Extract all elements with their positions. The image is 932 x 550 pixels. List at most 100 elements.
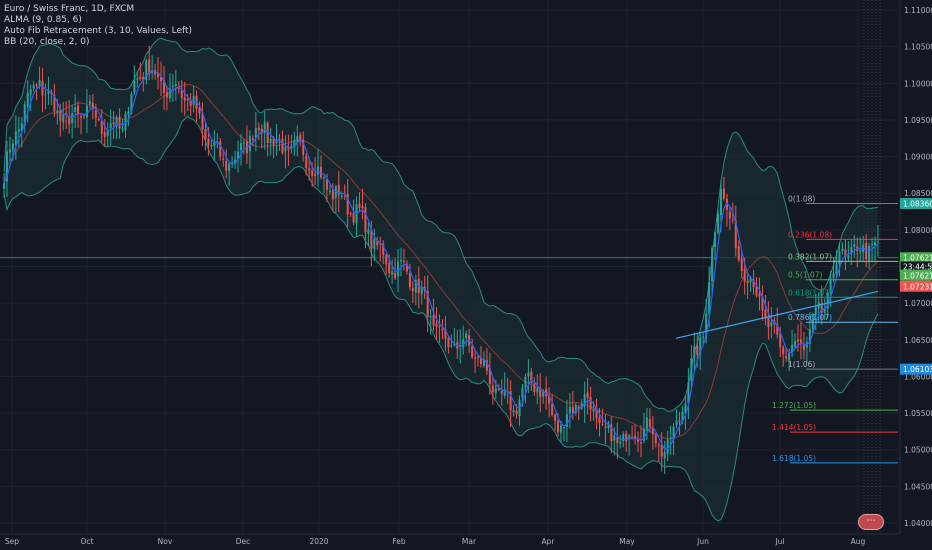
fib-legend[interactable]: Auto Fib Retracement (3, 10, Values, Lef… bbox=[4, 26, 193, 36]
candle-body bbox=[355, 204, 358, 224]
candle-body bbox=[391, 271, 394, 275]
candle-body bbox=[287, 147, 290, 150]
candle-body bbox=[782, 347, 785, 355]
candle-body bbox=[708, 282, 711, 315]
candle-body bbox=[352, 213, 355, 223]
candle-body bbox=[598, 417, 601, 424]
fib-level-label: 0.618(1.07) bbox=[788, 288, 832, 297]
more-badge[interactable]: ⋯ bbox=[858, 514, 884, 530]
price-tick-label: 1.05000 bbox=[904, 446, 932, 455]
candle-body bbox=[145, 60, 148, 81]
candle-body bbox=[242, 142, 245, 144]
candle-body bbox=[411, 288, 414, 292]
candle-body bbox=[497, 388, 500, 390]
candle-body bbox=[527, 372, 530, 377]
candle-body bbox=[124, 113, 127, 131]
candle-body bbox=[263, 122, 266, 133]
candle-body bbox=[80, 116, 83, 118]
alma-legend[interactable]: ALMA (9, 0.85, 6) bbox=[4, 15, 82, 25]
candle-body bbox=[820, 302, 823, 313]
candle-body bbox=[601, 423, 604, 425]
candle-body bbox=[157, 72, 160, 78]
candle-body bbox=[388, 262, 391, 273]
candle-body bbox=[868, 245, 871, 261]
candle-body bbox=[657, 444, 660, 446]
candle-body bbox=[672, 426, 675, 440]
candle-body bbox=[471, 346, 474, 358]
candle-body bbox=[562, 426, 565, 428]
candle-body bbox=[503, 389, 506, 396]
fib-level-label: 0.786(1.07) bbox=[788, 313, 832, 322]
candle-body bbox=[127, 111, 130, 115]
candle-body bbox=[512, 410, 515, 413]
candle-body bbox=[85, 105, 88, 118]
candle-body bbox=[554, 414, 557, 421]
candle-body bbox=[785, 356, 788, 359]
candle-body bbox=[734, 220, 737, 249]
candle-body bbox=[524, 377, 527, 388]
candle-body bbox=[604, 426, 607, 428]
candle-body bbox=[260, 128, 263, 134]
time-tick-label: 2020 bbox=[309, 537, 328, 546]
candle-body bbox=[94, 110, 97, 118]
candle-body bbox=[770, 321, 773, 326]
candle-body bbox=[797, 339, 800, 342]
candle-body bbox=[829, 278, 832, 293]
candle-body bbox=[17, 129, 20, 133]
candle-body bbox=[59, 109, 62, 121]
candle-body bbox=[174, 84, 177, 86]
candle-body bbox=[281, 138, 284, 153]
candle-body bbox=[557, 421, 560, 433]
candle-body bbox=[779, 333, 782, 348]
price-tag bbox=[900, 280, 932, 292]
candle-body bbox=[103, 132, 106, 137]
candle-body bbox=[136, 78, 139, 80]
candle-body bbox=[877, 241, 879, 243]
candle-body bbox=[758, 293, 761, 297]
bb-basis bbox=[3, 83, 879, 440]
candle-body bbox=[776, 324, 779, 335]
candle-body bbox=[521, 387, 524, 398]
trend-line bbox=[675, 290, 879, 339]
candle-body bbox=[5, 151, 8, 182]
candle-body bbox=[334, 186, 337, 199]
candle-body bbox=[3, 182, 5, 189]
candle-body bbox=[349, 213, 352, 215]
price-tag-label: 23:44:50 bbox=[903, 263, 932, 272]
candle-body bbox=[607, 422, 610, 429]
candle-body bbox=[533, 383, 536, 392]
time-axis: Sep Oct Nov Dec 2020 Feb Mar Apr May Jun Jul Aug bbox=[0, 533, 898, 546]
candle-body bbox=[320, 166, 323, 178]
candle-body bbox=[296, 136, 299, 143]
candle-body bbox=[420, 286, 423, 295]
candle-body bbox=[198, 107, 201, 114]
price-tag bbox=[900, 197, 932, 209]
candle-body bbox=[619, 441, 622, 444]
candle-body bbox=[663, 452, 666, 459]
candle-body bbox=[571, 407, 574, 413]
price-tick-label: 1.08000 bbox=[904, 226, 932, 235]
candle-body bbox=[835, 264, 838, 275]
candle-body bbox=[479, 357, 482, 364]
candle-body bbox=[278, 138, 281, 140]
candle-body bbox=[402, 260, 405, 262]
candle-body bbox=[367, 229, 370, 234]
time-tick-label: Apr bbox=[542, 537, 556, 546]
candle-body bbox=[139, 76, 142, 80]
bb-upper bbox=[3, 37, 879, 412]
candle-body bbox=[314, 173, 317, 176]
candle-body bbox=[847, 255, 850, 259]
bb-legend[interactable]: BB (20, close, 2, 0) bbox=[4, 37, 90, 47]
candle-body bbox=[678, 420, 681, 422]
candle-body bbox=[731, 219, 734, 221]
candle-body bbox=[272, 138, 275, 146]
candle-body bbox=[26, 92, 29, 107]
time-tick-label: Jun bbox=[696, 537, 709, 546]
candle-body bbox=[65, 113, 68, 115]
candle-body bbox=[325, 178, 328, 190]
candle-body bbox=[186, 98, 189, 101]
symbol-title[interactable]: Euro / Swiss Franc, 1D, FXCM bbox=[4, 4, 135, 14]
candle-body bbox=[358, 203, 361, 209]
